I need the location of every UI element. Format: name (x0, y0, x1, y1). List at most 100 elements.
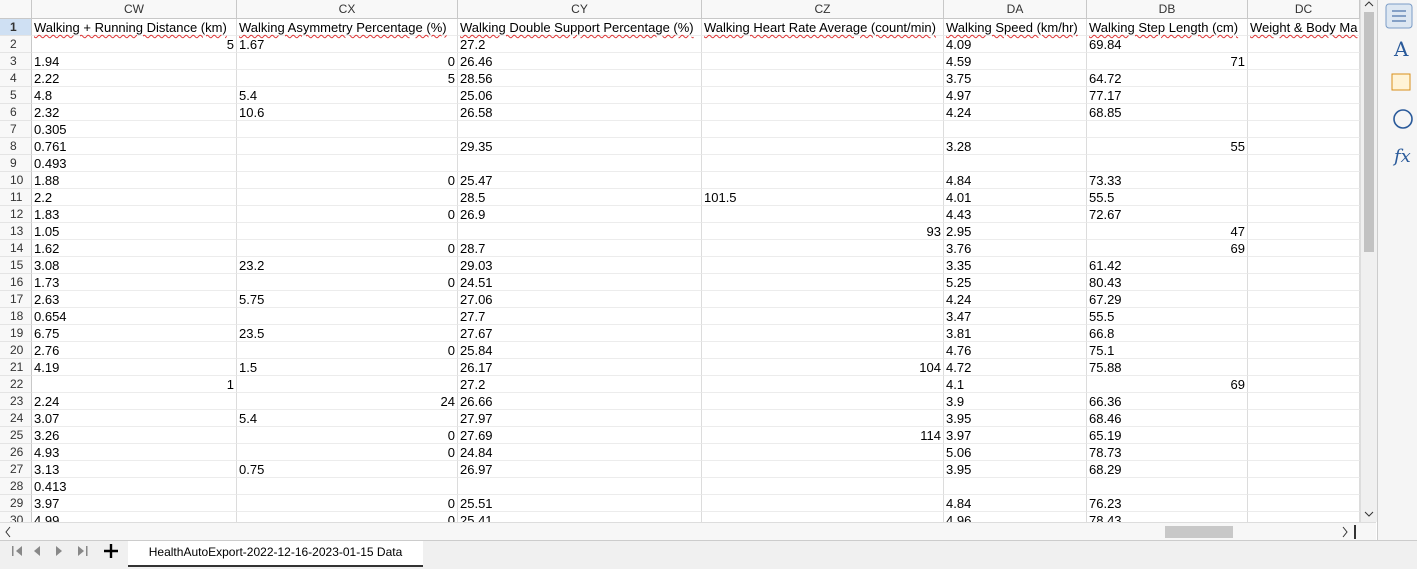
data-cell: 4.59 (944, 53, 1087, 70)
empty-cell (237, 121, 458, 138)
data-cell: 25.41 (458, 512, 702, 522)
data-cell: 4.1 (944, 376, 1087, 393)
data-cell: 55 (1087, 138, 1248, 155)
add-sheet[interactable] (104, 544, 118, 558)
data-cell: 3.47 (944, 308, 1087, 325)
data-cell: 69.84 (1087, 36, 1248, 53)
row-header: 15 (0, 257, 32, 274)
cell-text: 26.17 (460, 360, 493, 375)
cell-text: 4.84 (946, 496, 972, 511)
cell-text: 0.305 (34, 122, 67, 137)
cell-text: 4.1 (946, 377, 965, 392)
cell-text: 3.81 (946, 326, 972, 341)
cell-text: 3.08 (34, 258, 60, 273)
data-cell: 3.26 (32, 427, 237, 444)
data-cell: 2.95 (944, 223, 1087, 240)
empty-cell (1248, 70, 1360, 87)
cell-text: 61.42 (1089, 258, 1122, 273)
cell-text: 26.46 (460, 54, 493, 69)
empty-cell (702, 461, 944, 478)
empty-cell (1248, 444, 1360, 461)
data-cell: 72.67 (1087, 206, 1248, 223)
empty-cell (1248, 461, 1360, 478)
navigator-button[interactable] (1393, 109, 1413, 129)
row-header: 22 (0, 376, 32, 393)
cell-text: 4.24 (946, 292, 972, 307)
column-header: CW (32, 0, 237, 19)
empty-cell (1248, 155, 1360, 172)
tab-nav (12, 544, 118, 558)
cell-text: 76.23 (1089, 496, 1122, 511)
data-cell: 2.76 (32, 342, 237, 359)
cell-text: 0 (447, 207, 455, 222)
horizontal-scrollbar[interactable] (0, 522, 1376, 541)
data-cell: 5.4 (237, 87, 458, 104)
data-cell: 3.75 (944, 70, 1087, 87)
row-header: 23 (0, 393, 32, 410)
data-cell: 75.88 (1087, 359, 1248, 376)
column-header: CY (458, 0, 702, 19)
data-cell: 5.25 (944, 274, 1087, 291)
data-cell: 4.84 (944, 495, 1087, 512)
sheet-tab[interactable]: HealthAutoExport-2022-12-16-2023-01-15 D… (128, 541, 423, 567)
data-cell: 27.69 (458, 427, 702, 444)
cell-text: 2.76 (34, 343, 60, 358)
cell-text: 72.67 (1089, 207, 1122, 222)
hscroll-thumb[interactable] (1165, 526, 1233, 538)
data-cell: 5.06 (944, 444, 1087, 461)
scroll-down[interactable] (1364, 511, 1374, 517)
cell-text: Walking Double Support Percentage (%) (460, 20, 694, 35)
cell-text: 73.33 (1089, 173, 1122, 188)
data-cell: 0.761 (32, 138, 237, 155)
empty-cell (237, 138, 458, 155)
cell-text: 47 (1230, 224, 1245, 239)
data-cell: 5.75 (237, 291, 458, 308)
data-cell: 71 (1087, 53, 1248, 70)
data-cell: 0.75 (237, 461, 458, 478)
cell-text: 68.46 (1089, 411, 1122, 426)
data-cell: 2.24 (32, 393, 237, 410)
cell-text: 29.35 (460, 139, 493, 154)
empty-cell (702, 376, 944, 393)
data-cell: 0 (237, 274, 458, 291)
cell-text: 1.73 (34, 275, 60, 290)
data-cell: 23.2 (237, 257, 458, 274)
cell-text: 0 (447, 496, 455, 511)
cell-text: 75.88 (1089, 360, 1122, 375)
cell-text: 68.29 (1089, 462, 1122, 477)
cell-text: 4.43 (946, 207, 972, 222)
empty-cell (1087, 155, 1248, 172)
tab-nav-buttons[interactable] (12, 546, 88, 556)
cell-text: 27.2 (460, 37, 486, 52)
split-handle[interactable] (1354, 525, 1356, 539)
header-cell: Walking Speed (km/hr) (944, 19, 1087, 36)
cell-text: 68.85 (1089, 105, 1122, 120)
data-cell: 66.36 (1087, 393, 1248, 410)
empty-cell (458, 478, 702, 495)
row-header: 2 (0, 36, 32, 53)
cell-text: 4.09 (946, 37, 972, 52)
gallery-button[interactable] (1391, 73, 1411, 91)
cell-text: 55.5 (1089, 309, 1115, 324)
styles-button[interactable]: A (1393, 37, 1409, 61)
scroll-up[interactable] (1364, 1, 1374, 7)
data-cell: 25.84 (458, 342, 702, 359)
data-cell: 4.01 (944, 189, 1087, 206)
scroll-right[interactable] (1342, 526, 1348, 538)
empty-cell (702, 444, 944, 461)
cell-text: Walking Step Length (cm) (1089, 20, 1239, 35)
cell-text: 69 (1230, 377, 1245, 392)
empty-cell (1248, 478, 1360, 495)
cell-text: 67.29 (1089, 292, 1122, 307)
scroll-thumb[interactable] (1364, 12, 1374, 252)
empty-cell (458, 155, 702, 172)
vertical-scrollbar[interactable] (1360, 0, 1377, 522)
data-cell: 1.67 (237, 36, 458, 53)
scroll-left[interactable] (5, 526, 11, 538)
data-cell: 3.9 (944, 393, 1087, 410)
cell-text: 28.5 (460, 190, 486, 205)
functions-button[interactable]: fx (1392, 146, 1411, 167)
cell-text: 66.36 (1089, 394, 1122, 409)
data-cell: 66.8 (1087, 325, 1248, 342)
row-header: 16 (0, 274, 32, 291)
